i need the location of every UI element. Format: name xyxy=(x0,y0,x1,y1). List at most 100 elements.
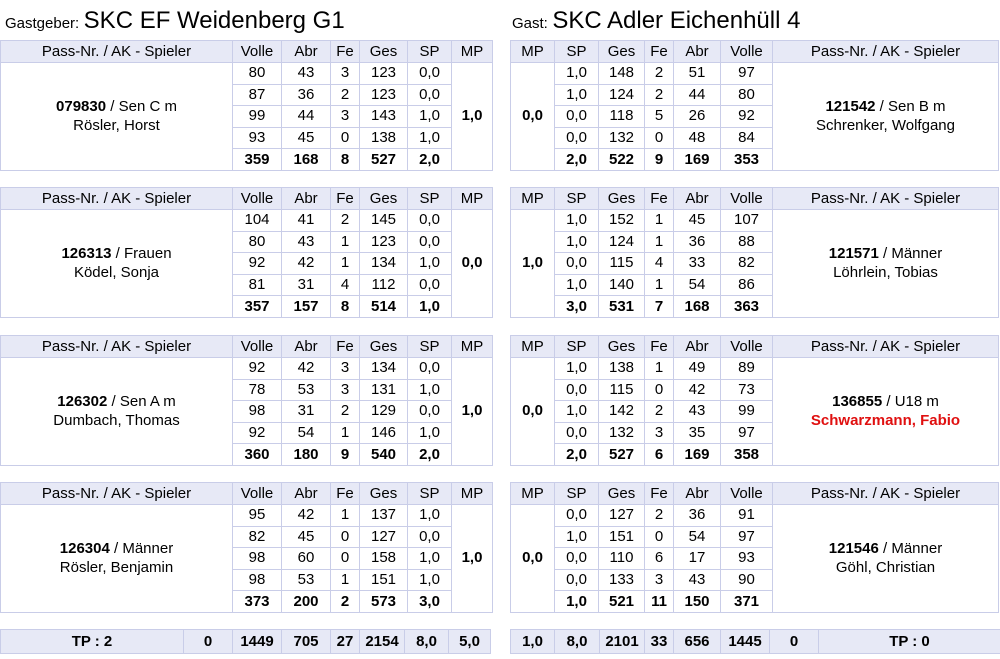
player-cell: 121542 / Sen B m Schrenker, Wolfgang xyxy=(772,62,999,171)
score-cell: 357 xyxy=(232,295,282,318)
home-player-block: Pass-Nr. / AK - Spieler Volle Abr Fe Ges SP MP… xyxy=(0,40,493,171)
column-header: Pass-Nr. / AK - Spieler xyxy=(0,187,233,210)
column-header: Pass-Nr. / AK - Spieler xyxy=(0,335,233,358)
column-header: Volle xyxy=(232,335,282,358)
score-cell: 54 xyxy=(673,273,721,297)
score-cell: 133 xyxy=(598,568,645,592)
age-class: / Männer xyxy=(878,540,943,558)
header-row: MP SP Ges Fe Abr Volle Pass-Nr. / AK - Spieler xyxy=(510,482,999,505)
score-cell: 2 xyxy=(330,400,360,423)
score-cell: 371 xyxy=(720,590,773,613)
score-cell: 146 xyxy=(359,421,408,445)
column-header: Abr xyxy=(281,335,331,358)
score-cell: 2,0 xyxy=(554,443,599,466)
score-cell: 110 xyxy=(598,547,645,570)
guest-totals-bar: 1,0 8,0 2101 33 656 1445 0 TP : 0 xyxy=(510,629,1000,654)
round-row: 1,0 142 2 43 99 xyxy=(511,400,999,423)
player-cell: 136855 / U18 m Schwarzmann, Fabio xyxy=(772,357,999,466)
column-header: Ges xyxy=(359,335,408,358)
column-header: Pass-Nr. / AK - Spieler xyxy=(0,482,233,505)
score-cell: 4 xyxy=(330,273,360,297)
score-cell: 45 xyxy=(281,126,331,150)
column-header: Fe xyxy=(644,187,674,210)
score-cell: 1,0 xyxy=(407,252,452,275)
score-cell: 0,0 xyxy=(554,421,599,445)
total-cell: 2101 xyxy=(599,629,645,654)
total-cell: 8,0 xyxy=(554,629,600,654)
pass-number: 126313 xyxy=(61,245,112,263)
score-cell: 82 xyxy=(720,252,773,275)
header-row: MP SP Ges Fe Abr Volle Pass-Nr. / AK - Spieler xyxy=(510,335,999,358)
score-cell: 531 xyxy=(598,295,645,318)
score-cell: 0,0 xyxy=(554,126,599,150)
score-cell: 80 xyxy=(720,83,773,107)
score-cell: 180 xyxy=(281,443,331,466)
score-cell: 1 xyxy=(644,357,674,380)
round-row: 126304 / Männer Rösler, Benjamin 95 42 1 137 1… xyxy=(0,504,493,613)
score-cell: 36 xyxy=(673,504,721,527)
score-cell: 9 xyxy=(644,148,674,171)
age-class: / Sen A m xyxy=(107,393,176,411)
total-cell: 705 xyxy=(281,629,331,654)
round-row: 0,0 1,0 138 1 49 89 136855 / U18 m Schwarzmann,… xyxy=(510,357,999,466)
match-points: 1,0 xyxy=(510,209,555,318)
score-cell: 8 xyxy=(330,295,360,318)
score-cell: 3 xyxy=(330,105,360,128)
score-cell: 168 xyxy=(673,295,721,318)
score-cell: 0 xyxy=(330,547,360,570)
total-cell: 27 xyxy=(330,629,360,654)
score-cell: 360 xyxy=(232,443,282,466)
player-name: Ködel, Sonja xyxy=(73,264,160,282)
age-class: / Männer xyxy=(878,245,943,263)
round-row: 0,0 0,0 127 2 36 91 121546 / Männer Göhl, Chris… xyxy=(510,504,999,613)
score-cell: 31 xyxy=(281,273,331,297)
score-cell: 1 xyxy=(644,273,674,297)
player-cell: 079830 / Sen C m Rösler, Horst xyxy=(0,62,233,171)
column-header: SP xyxy=(554,187,599,210)
score-cell: 152 xyxy=(598,209,645,232)
column-header: Abr xyxy=(281,482,331,505)
round-row: 0,0 118 5 26 92 xyxy=(511,105,999,128)
score-cell: 42 xyxy=(281,504,331,527)
score-cell: 53 xyxy=(281,568,331,592)
match-points: 1,0 xyxy=(451,357,493,466)
score-cell: 43 xyxy=(281,62,331,85)
score-cell: 88 xyxy=(720,230,773,254)
score-cell: 33 xyxy=(673,252,721,275)
column-header: Pass-Nr. / AK - Spieler xyxy=(772,40,999,63)
pass-number: 121571 xyxy=(828,245,879,263)
guest-prefix: Gast: xyxy=(512,15,548,32)
column-header: Pass-Nr. / AK - Spieler xyxy=(772,482,999,505)
score-cell: 168 xyxy=(281,148,331,171)
score-cell: 123 xyxy=(359,230,408,254)
score-cell: 36 xyxy=(281,83,331,107)
player-cell: 126313 / Frauen Ködel, Sonja xyxy=(0,209,233,318)
score-cell: 2 xyxy=(644,504,674,527)
round-row: 0,0 132 3 35 97 xyxy=(511,421,999,445)
score-cell: 1,0 xyxy=(554,357,599,380)
score-cell: 137 xyxy=(359,504,408,527)
round-row: 98 60 0 158 1,0 xyxy=(1,547,493,570)
score-cell: 151 xyxy=(359,568,408,592)
total-row: 2,0 527 6 169 358 xyxy=(511,443,999,466)
score-cell: 0,0 xyxy=(407,400,452,423)
match-points: 0,0 xyxy=(510,357,555,466)
score-cell: 134 xyxy=(359,357,408,380)
total-row: 2,0 522 9 169 353 xyxy=(511,148,999,171)
score-cell: 3 xyxy=(330,62,360,85)
score-cell: 573 xyxy=(359,590,408,613)
home-player-block: Pass-Nr. / AK - Spieler Volle Abr Fe Ges SP MP… xyxy=(0,482,493,613)
score-cell: 6 xyxy=(644,443,674,466)
total-row: 359 168 8 527 2,0 xyxy=(1,148,493,171)
score-cell: 140 xyxy=(598,273,645,297)
score-cell: 98 xyxy=(232,568,282,592)
score-cell: 1,0 xyxy=(407,295,452,318)
round-row: 93 45 0 138 1,0 xyxy=(1,126,493,150)
round-row: 92 42 1 134 1,0 xyxy=(1,252,493,275)
score-cell: 45 xyxy=(281,525,331,549)
score-cell: 42 xyxy=(281,252,331,275)
total-cell: 1,0 xyxy=(510,629,555,654)
score-cell: 2,0 xyxy=(407,148,452,171)
score-cell: 142 xyxy=(598,400,645,423)
score-cell: 358 xyxy=(720,443,773,466)
